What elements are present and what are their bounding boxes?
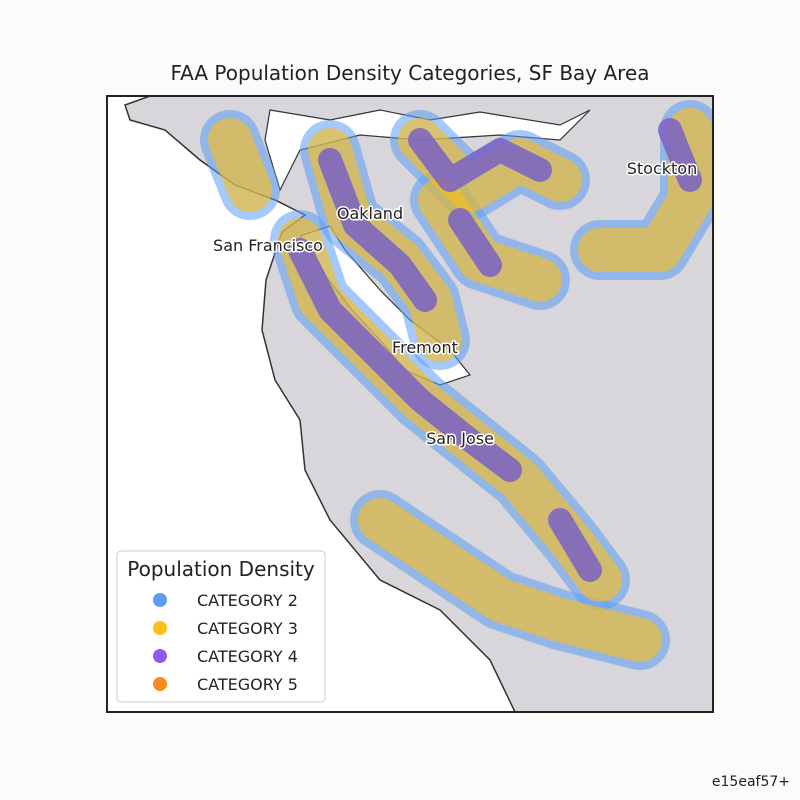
legend-label: CATEGORY 3	[197, 619, 298, 638]
map-title: FAA Population Density Categories, SF Ba…	[170, 61, 649, 85]
legend: Population Density CATEGORY 2 CATEGORY 3 C…	[116, 550, 326, 703]
legend-label: CATEGORY 2	[197, 591, 298, 610]
city-label: San Jose	[426, 429, 494, 448]
map-frame	[106, 95, 714, 713]
city-label: San Francisco	[213, 236, 323, 255]
city-label: Oakland	[337, 204, 403, 223]
legend-marker	[153, 621, 167, 635]
city-label: Fremont	[392, 338, 458, 357]
legend-box	[116, 550, 326, 703]
legend-label: CATEGORY 5	[197, 675, 298, 694]
legend-label: CATEGORY 4	[197, 647, 298, 666]
legend-marker	[153, 649, 167, 663]
density-areas	[200, 100, 713, 670]
city-label: Stockton	[627, 159, 697, 178]
footer: e15eaf57+	[712, 774, 790, 790]
legend-marker	[153, 677, 167, 691]
legend-title: Population Density	[127, 557, 315, 581]
map: Stockton Oakland San Francisco Fremont S…	[107, 96, 713, 712]
legend-marker	[153, 593, 167, 607]
